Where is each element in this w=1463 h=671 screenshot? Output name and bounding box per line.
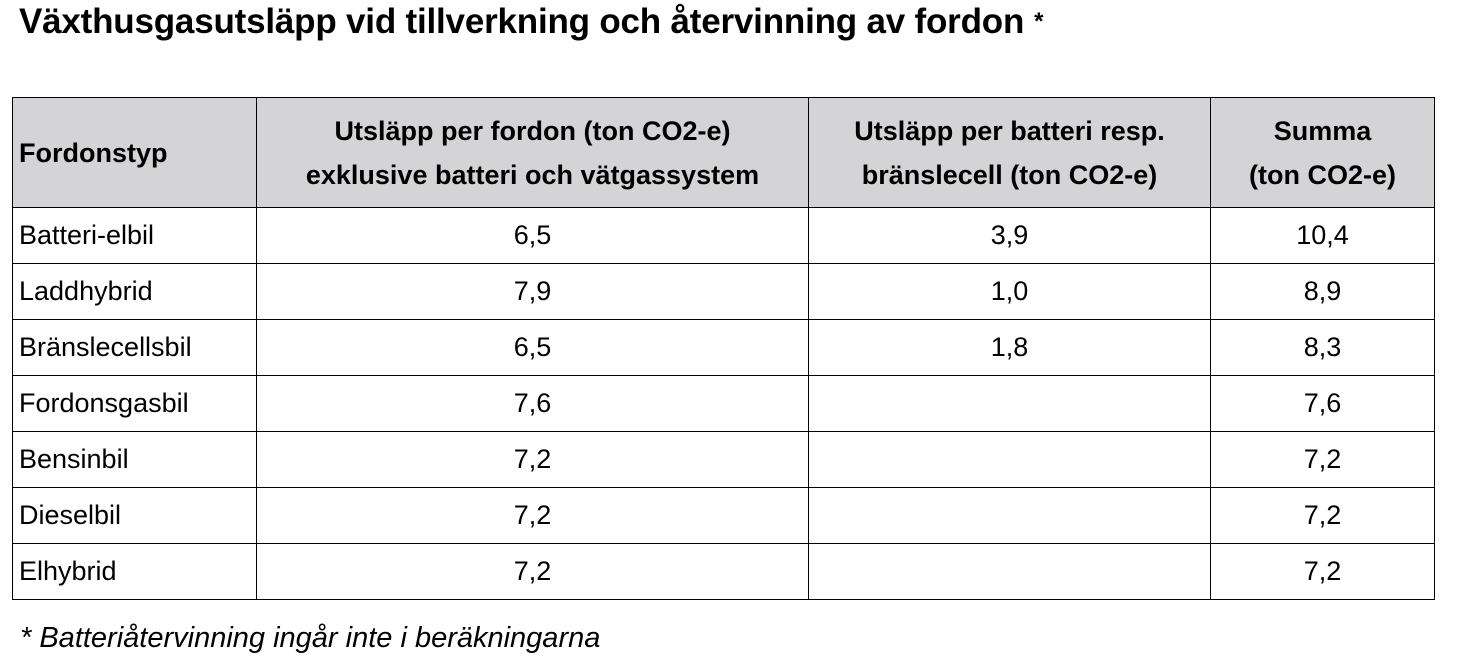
cell-utslapp-batteri: 1,8 <box>808 319 1211 376</box>
table-row: Elhybrid 7,2 7,2 <box>12 543 1435 600</box>
cell-utslapp-batteri: 1,0 <box>808 263 1211 320</box>
table-row: Batteri-elbil 6,5 3,9 10,4 <box>12 207 1435 264</box>
table-row: Bränslecellsbil 6,5 1,8 8,3 <box>12 319 1435 376</box>
cell-utslapp-batteri <box>808 543 1211 600</box>
header-utslapp-per-batteri: Utsläpp per batteri resp. bränslecell (t… <box>808 97 1211 208</box>
cell-fordonstyp: Bensinbil <box>12 431 257 488</box>
cell-utslapp-fordon: 6,5 <box>256 319 809 376</box>
cell-fordonstyp: Fordonsgasbil <box>12 375 257 432</box>
cell-fordonstyp: Laddhybrid <box>12 263 257 320</box>
cell-summa: 7,2 <box>1210 543 1435 600</box>
title-text: Växthusgasutsläpp vid tillverkning och å… <box>19 2 1025 41</box>
table-row: Fordonsgasbil 7,6 7,6 <box>12 375 1435 432</box>
cell-utslapp-fordon: 7,2 <box>256 431 809 488</box>
table-row: Dieselbil 7,2 7,2 <box>12 487 1435 544</box>
cell-summa: 7,6 <box>1210 375 1435 432</box>
cell-summa: 10,4 <box>1210 207 1435 264</box>
emissions-table: Fordonstyp Utsläpp per fordon (ton CO2-e… <box>12 97 1435 600</box>
cell-fordonstyp: Elhybrid <box>12 543 257 600</box>
cell-fordonstyp: Bränslecellsbil <box>12 319 257 376</box>
cell-utslapp-batteri <box>808 375 1211 432</box>
cell-fordonstyp: Dieselbil <box>12 487 257 544</box>
cell-summa: 7,2 <box>1210 487 1435 544</box>
cell-utslapp-fordon: 7,6 <box>256 375 809 432</box>
cell-utslapp-fordon: 7,2 <box>256 487 809 544</box>
cell-utslapp-batteri <box>808 487 1211 544</box>
header-fordonstyp: Fordonstyp <box>12 97 257 208</box>
table-row: Laddhybrid 7,9 1,0 8,9 <box>12 263 1435 320</box>
header-summa: Summa (ton CO2-e) <box>1210 97 1435 208</box>
cell-utslapp-batteri <box>808 431 1211 488</box>
cell-utslapp-fordon: 7,9 <box>256 263 809 320</box>
footnote: * Batteriåtervinning ingår inte i beräkn… <box>20 622 601 654</box>
cell-fordonstyp: Batteri-elbil <box>12 207 257 264</box>
cell-utslapp-fordon: 6,5 <box>256 207 809 264</box>
page-title: Växthusgasutsläpp vid tillverkning och å… <box>19 2 1043 42</box>
header-utslapp-per-fordon: Utsläpp per fordon (ton CO2-e) exklusive… <box>256 97 809 208</box>
cell-summa: 7,2 <box>1210 431 1435 488</box>
title-footnote-marker: * <box>1034 8 1044 35</box>
cell-utslapp-fordon: 7,2 <box>256 543 809 600</box>
cell-summa: 8,9 <box>1210 263 1435 320</box>
table-header-row: Fordonstyp Utsläpp per fordon (ton CO2-e… <box>12 97 1435 208</box>
cell-summa: 8,3 <box>1210 319 1435 376</box>
cell-utslapp-batteri: 3,9 <box>808 207 1211 264</box>
table-row: Bensinbil 7,2 7,2 <box>12 431 1435 488</box>
